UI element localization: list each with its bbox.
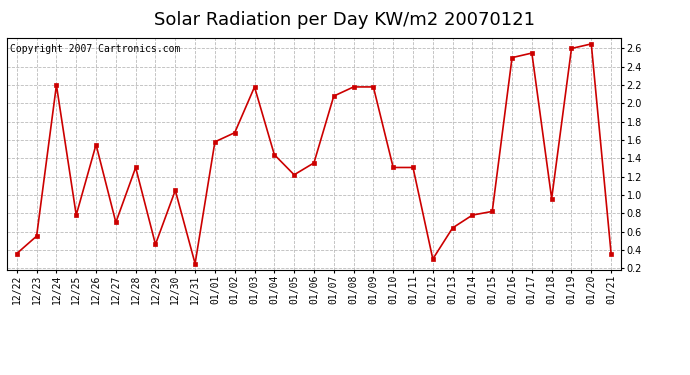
Text: Solar Radiation per Day KW/m2 20070121: Solar Radiation per Day KW/m2 20070121 [155,11,535,29]
Text: Copyright 2007 Cartronics.com: Copyright 2007 Cartronics.com [10,45,180,54]
